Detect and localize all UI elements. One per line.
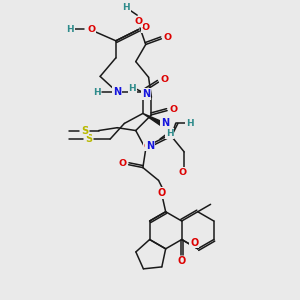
Text: O: O xyxy=(190,238,199,248)
Text: O: O xyxy=(179,168,187,177)
Polygon shape xyxy=(143,113,161,126)
Text: H: H xyxy=(93,88,100,97)
Text: N: N xyxy=(161,118,169,128)
Text: N: N xyxy=(146,141,154,151)
Text: S: S xyxy=(81,125,88,136)
Text: O: O xyxy=(118,159,126,168)
Text: O: O xyxy=(134,17,143,26)
Text: O: O xyxy=(164,33,172,42)
Text: O: O xyxy=(178,256,186,266)
Text: O: O xyxy=(157,188,166,198)
Text: S: S xyxy=(85,134,92,144)
Text: H: H xyxy=(122,3,130,12)
Text: O: O xyxy=(169,105,177,114)
Text: H: H xyxy=(66,25,74,34)
Text: N: N xyxy=(113,87,121,97)
Text: O: O xyxy=(144,142,152,151)
Text: H: H xyxy=(166,129,174,138)
Text: N: N xyxy=(142,89,150,99)
Text: O: O xyxy=(142,23,150,32)
Text: H: H xyxy=(128,84,136,93)
Text: H: H xyxy=(186,119,194,128)
Text: O: O xyxy=(160,75,168,84)
Text: O: O xyxy=(88,25,96,34)
